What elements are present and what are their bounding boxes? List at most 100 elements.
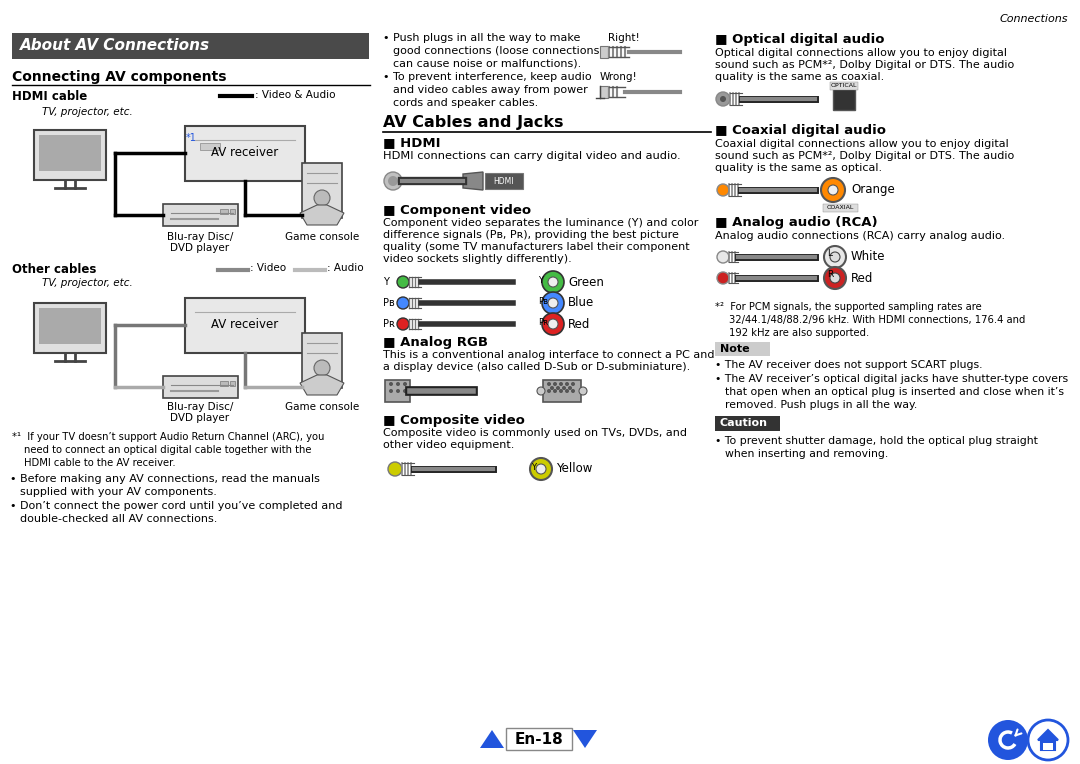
Polygon shape <box>300 375 345 395</box>
Text: *1: *1 <box>186 133 197 143</box>
Text: ■ Analog RGB: ■ Analog RGB <box>383 336 488 349</box>
Circle shape <box>403 389 407 393</box>
Text: • The AV receiver’s optical digital jacks have shutter-type covers: • The AV receiver’s optical digital jack… <box>715 374 1068 384</box>
Text: Wrong!: Wrong! <box>600 72 638 82</box>
Circle shape <box>831 252 840 262</box>
Bar <box>39 135 102 171</box>
Bar <box>1043 743 1053 750</box>
Polygon shape <box>463 172 483 190</box>
Text: DVD player: DVD player <box>171 413 230 423</box>
Circle shape <box>389 389 393 393</box>
Circle shape <box>717 272 729 284</box>
Text: when inserting and removing.: when inserting and removing. <box>725 449 888 459</box>
Text: HDMI cable to the AV receiver.: HDMI cable to the AV receiver. <box>24 458 176 468</box>
Circle shape <box>821 178 845 202</box>
Bar <box>219 209 228 214</box>
Bar <box>507 728 572 750</box>
Text: AV receiver: AV receiver <box>212 319 279 332</box>
Text: a display device (also called D-Sub or D-subminiature).: a display device (also called D-Sub or D… <box>383 362 690 372</box>
Text: Green: Green <box>568 276 604 289</box>
Text: Other cables: Other cables <box>12 263 96 276</box>
Text: Blu-ray Disc/: Blu-ray Disc/ <box>166 232 233 242</box>
Text: Blue: Blue <box>568 296 594 309</box>
Circle shape <box>717 184 729 196</box>
Text: TV, projector, etc.: TV, projector, etc. <box>42 107 133 117</box>
Text: Y: Y <box>538 276 543 285</box>
Text: *²  For PCM signals, the supported sampling rates are: *² For PCM signals, the supported sampli… <box>715 302 982 312</box>
Circle shape <box>720 96 726 102</box>
Text: 32/44.1/48/88.2/96 kHz. With HDMI connections, 176.4 and: 32/44.1/48/88.2/96 kHz. With HDMI connec… <box>729 315 1025 325</box>
Text: : Video: : Video <box>249 263 286 273</box>
Text: Yellow: Yellow <box>556 462 592 475</box>
Text: Pʀ: Pʀ <box>383 319 395 329</box>
Text: Composite video is commonly used on TVs, DVDs, and: Composite video is commonly used on TVs,… <box>383 428 687 438</box>
Text: supplied with your AV components.: supplied with your AV components. <box>21 487 217 497</box>
Text: *¹  If your TV doesn’t support Audio Return Channel (ARC), you: *¹ If your TV doesn’t support Audio Retu… <box>12 432 324 442</box>
Bar <box>485 173 523 189</box>
Text: TV, projector, etc.: TV, projector, etc. <box>42 278 133 288</box>
Text: ■ Composite video: ■ Composite video <box>383 414 525 427</box>
Text: HDMI connections can carry digital video and audio.: HDMI connections can carry digital video… <box>383 151 680 161</box>
Text: Y: Y <box>383 277 389 287</box>
Circle shape <box>548 277 558 287</box>
Circle shape <box>556 386 561 390</box>
Text: Blu-ray Disc/: Blu-ray Disc/ <box>166 402 233 412</box>
Text: R: R <box>827 270 834 279</box>
Text: Orange: Orange <box>851 183 894 196</box>
Circle shape <box>553 389 557 393</box>
Circle shape <box>579 387 588 395</box>
Circle shape <box>384 172 402 190</box>
Circle shape <box>546 389 551 393</box>
Text: good connections (loose connections: good connections (loose connections <box>393 46 599 56</box>
Circle shape <box>397 318 409 330</box>
Circle shape <box>546 382 551 386</box>
Text: sound such as PCM*², Dolby Digital or DTS. The audio: sound such as PCM*², Dolby Digital or DT… <box>715 60 1014 70</box>
Text: ■ Analog audio (RCA): ■ Analog audio (RCA) <box>715 216 878 229</box>
Bar <box>229 381 234 386</box>
Bar <box>302 333 342 388</box>
Text: AV Cables and Jacks: AV Cables and Jacks <box>383 115 564 130</box>
Text: HDMI: HDMI <box>494 176 514 186</box>
Circle shape <box>542 271 564 293</box>
Circle shape <box>536 464 546 474</box>
Text: En-18: En-18 <box>515 731 564 746</box>
Text: difference signals (Pʙ, Pʀ), providing the best picture: difference signals (Pʙ, Pʀ), providing t… <box>383 230 679 240</box>
Bar <box>33 130 106 180</box>
Bar <box>162 376 238 398</box>
Bar <box>185 126 305 181</box>
Text: OPTICAL: OPTICAL <box>831 83 858 88</box>
Text: Pʙ: Pʙ <box>383 298 394 308</box>
Text: can cause noise or malfunctions).: can cause noise or malfunctions). <box>393 59 581 69</box>
Circle shape <box>397 297 409 309</box>
Bar <box>823 204 858 212</box>
Bar <box>185 298 305 353</box>
Circle shape <box>530 458 552 480</box>
Circle shape <box>388 176 399 186</box>
Circle shape <box>716 92 730 106</box>
Circle shape <box>542 292 564 314</box>
Circle shape <box>824 267 846 289</box>
Text: other video equipment.: other video equipment. <box>383 440 514 450</box>
Circle shape <box>548 298 558 308</box>
Bar <box>302 163 342 218</box>
Text: video sockets slightly differently).: video sockets slightly differently). <box>383 254 571 264</box>
Text: Optical digital connections allow you to enjoy digital: Optical digital connections allow you to… <box>715 48 1007 58</box>
Circle shape <box>314 360 330 376</box>
Bar <box>543 380 581 402</box>
Circle shape <box>559 389 563 393</box>
Text: : Audio: : Audio <box>327 263 364 273</box>
Text: Pʙ: Pʙ <box>538 297 548 306</box>
Circle shape <box>559 382 563 386</box>
Bar <box>715 416 780 431</box>
Bar <box>831 82 858 90</box>
Text: Y: Y <box>531 463 536 472</box>
Text: This is a conventional analog interface to connect a PC and: This is a conventional analog interface … <box>383 350 715 360</box>
Circle shape <box>568 386 572 390</box>
Bar <box>384 380 410 402</box>
Circle shape <box>562 386 566 390</box>
Text: COAXIAL: COAXIAL <box>826 205 853 210</box>
Text: White: White <box>851 251 886 264</box>
Polygon shape <box>300 205 345 225</box>
Text: Game console: Game console <box>285 232 360 242</box>
Polygon shape <box>1038 730 1058 750</box>
